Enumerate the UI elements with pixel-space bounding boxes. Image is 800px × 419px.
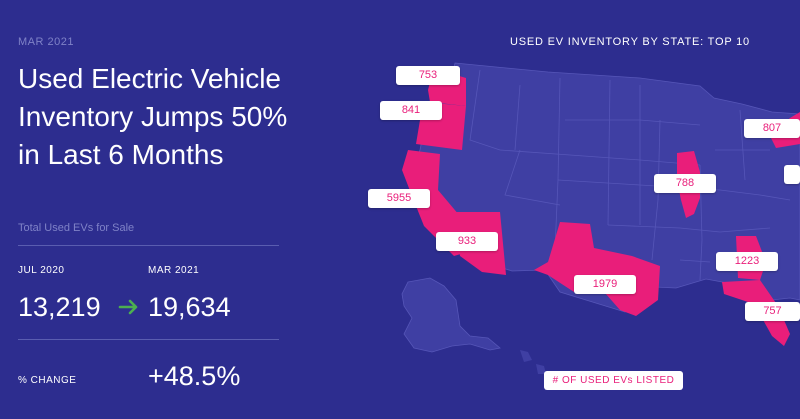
us-map (401, 62, 800, 374)
period-b-label: MAR 2021 (148, 265, 200, 276)
period-a-value: 13,219 (18, 292, 101, 322)
alaska-shape (401, 277, 501, 353)
headline-line-2: Inventory Jumps 50% (18, 101, 288, 132)
period-b-value: 19,634 (148, 292, 231, 322)
callout-ny: 807 (744, 119, 800, 138)
callout-fl: 757 (745, 302, 800, 321)
map-legend: # OF USED EVs LISTED (544, 371, 683, 390)
headline: Used Electric Vehicle Inventory Jumps 50… (18, 60, 318, 174)
callout-or: 841 (380, 101, 442, 120)
state-ca (402, 150, 474, 256)
map-title: USED EV INVENTORY BY STATE: TOP 10 (510, 36, 750, 48)
arrow-right-icon (118, 299, 138, 315)
total-label: Total Used EVs for Sale (18, 222, 135, 234)
divider (18, 245, 279, 246)
callout-il: 788 (654, 174, 716, 193)
callout-ga: 1223 (716, 252, 778, 271)
state-fl (722, 280, 790, 346)
callout-tx: 1979 (574, 275, 636, 294)
callout-ca: 5955 (368, 189, 430, 208)
change-value: +48.5% (148, 361, 241, 391)
callout-wa: 753 (396, 66, 460, 85)
change-label: % CHANGE (18, 375, 77, 386)
headline-line-1: Used Electric Vehicle (18, 63, 282, 94)
period-a-label: JUL 2020 (18, 265, 65, 276)
headline-line-3: in Last 6 Months (18, 139, 224, 170)
divider (18, 339, 279, 340)
callout-az: 933 (436, 232, 498, 251)
callout-partial (784, 165, 800, 184)
left-panel: MAR 2021 Used Electric Vehicle Inventory… (18, 0, 287, 419)
hawaii-shape (520, 350, 546, 374)
date-label: MAR 2021 (18, 36, 74, 48)
